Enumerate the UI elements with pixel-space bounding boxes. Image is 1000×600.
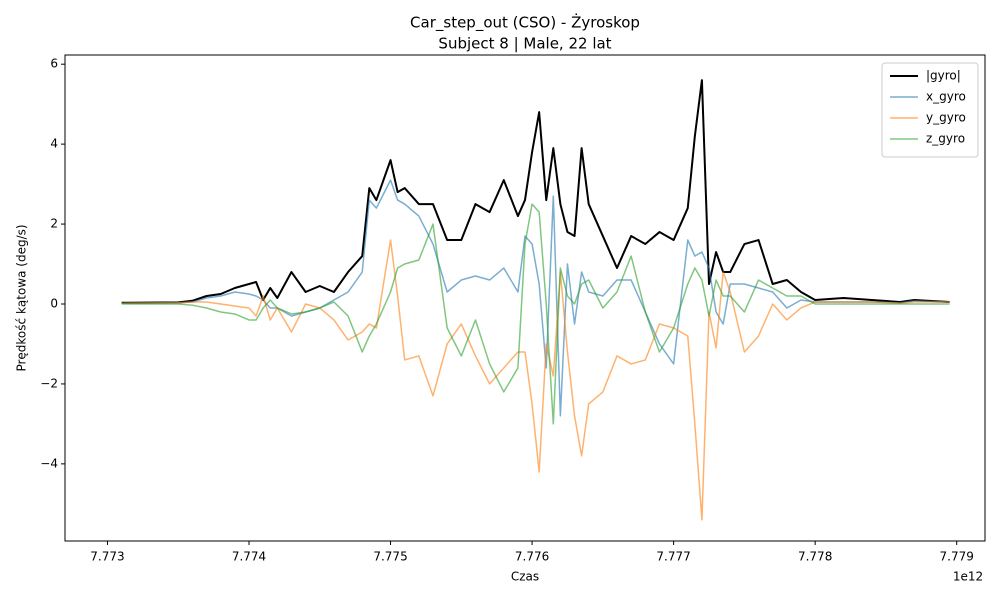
y-tick-label: −2 <box>40 376 58 390</box>
legend: |gyro| x_gyro y_gyro z_gyro <box>881 62 979 158</box>
series-line <box>121 179 950 417</box>
legend-label: |gyro| <box>926 69 961 83</box>
series-line <box>121 203 950 425</box>
x-tick-label: 7.779 <box>940 550 974 564</box>
y-tick-label: −4 <box>40 456 58 470</box>
legend-label: x_gyro <box>926 90 966 104</box>
x-tick-label: 7.773 <box>90 550 124 564</box>
legend-label: y_gyro <box>926 111 966 125</box>
x-offset-label: 1e12 <box>953 570 983 584</box>
chart-title: Car_step_out (CSO) - Żyroskop <box>410 13 640 33</box>
chart-subtitle: Subject 8 | Male, 22 lat <box>438 35 611 53</box>
legend-label: z_gyro <box>926 132 965 146</box>
x-tick-label: 7.774 <box>232 550 266 564</box>
y-tick-label: 2 <box>50 217 58 231</box>
x-tick-label: 7.777 <box>656 550 690 564</box>
legend-box <box>881 62 979 158</box>
series-line <box>121 239 950 521</box>
x-tick-label: 7.778 <box>798 550 832 564</box>
y-tick-label: 6 <box>50 57 58 71</box>
x-tick-label: 7.776 <box>515 550 549 564</box>
series-line <box>121 79 950 304</box>
y-axis-label: Prędkość kątowa (deg/s) <box>15 224 29 371</box>
y-tick-label: 0 <box>50 296 58 310</box>
x-tick-label: 7.775 <box>373 550 407 564</box>
y-tick-label: 4 <box>50 137 58 151</box>
plot-frame <box>64 54 986 542</box>
x-axis-label: Czas <box>511 570 539 584</box>
